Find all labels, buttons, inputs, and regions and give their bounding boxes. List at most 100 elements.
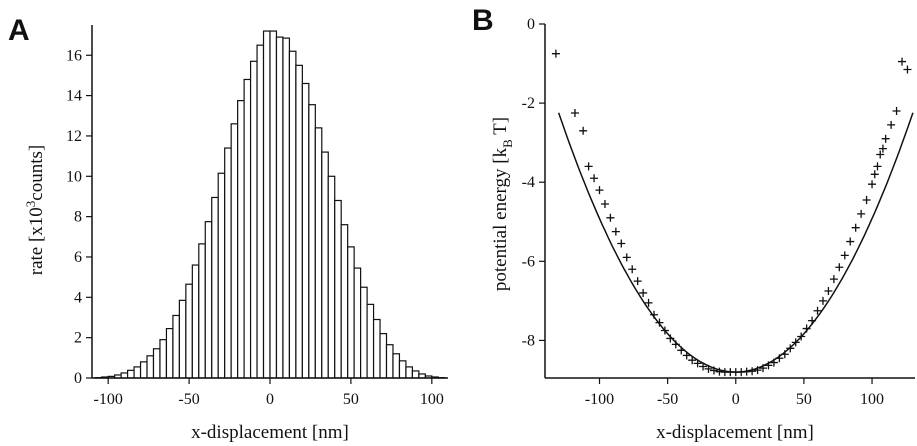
histogram-bar	[133, 366, 142, 379]
data-point-marker	[748, 367, 757, 376]
histogram-bar	[398, 360, 407, 379]
data-point-marker	[606, 213, 615, 222]
histogram-bar	[120, 372, 129, 379]
parabola-fit-curve	[557, 112, 914, 373]
histogram-bar	[224, 147, 232, 379]
panel-b-x-axis-label: x-displacement [nm]	[656, 422, 814, 443]
histogram-bar	[372, 318, 381, 379]
y-tick-label: 0	[527, 16, 535, 33]
data-point-marker	[579, 126, 588, 135]
data-point-marker	[851, 223, 860, 232]
panel-b-ylabel-subscript: B	[500, 139, 515, 148]
data-point-marker	[892, 107, 901, 116]
data-point-marker	[876, 150, 885, 159]
panel-b-ylabel-part3: T]	[490, 117, 511, 139]
data-point-marker	[797, 332, 806, 341]
histogram-bar	[249, 60, 258, 379]
histogram-bar	[172, 314, 180, 379]
data-point-marker	[840, 251, 849, 260]
data-point-marker	[759, 364, 768, 373]
data-point-marker	[628, 265, 637, 274]
histogram-bar	[243, 78, 252, 379]
data-point-marker	[802, 324, 811, 333]
data-point-marker	[868, 180, 877, 189]
data-point-marker	[584, 162, 593, 171]
x-tick-label: 100	[420, 391, 444, 408]
data-point-marker	[622, 253, 631, 262]
histogram-bar	[327, 175, 336, 379]
histogram-bar	[262, 30, 271, 379]
data-point-marker	[808, 316, 817, 325]
panel-b-axes	[544, 24, 915, 379]
histogram-bar	[165, 327, 174, 379]
y-tick-label: 10	[66, 168, 82, 185]
data-point-marker	[813, 306, 822, 315]
histogram-bar	[204, 221, 213, 379]
histogram-bar	[185, 283, 193, 379]
data-point-marker	[857, 209, 866, 218]
histogram-bar	[321, 151, 329, 379]
data-point-marker	[709, 366, 718, 375]
histogram-bar	[159, 339, 168, 379]
data-point-marker	[835, 263, 844, 272]
histogram-bar	[282, 37, 291, 379]
x-tick-label: -100	[94, 391, 123, 408]
histogram-bar	[198, 243, 206, 379]
data-point-marker	[639, 288, 648, 297]
y-tick-label: -8	[522, 332, 535, 349]
x-tick-label: -100	[585, 391, 614, 408]
histogram-bar	[314, 127, 323, 379]
data-point-marker	[769, 358, 778, 367]
data-point-marker	[595, 186, 604, 195]
histogram-bar	[139, 361, 148, 379]
x-tick-label: 50	[343, 391, 359, 408]
histogram-bar	[392, 353, 401, 379]
histogram-bar	[301, 82, 310, 379]
data-point-marker	[881, 134, 890, 143]
panel-a-x-axis-label: x-displacement [nm]	[191, 422, 349, 443]
histogram-bar	[217, 172, 226, 379]
panel-b-potential: B -100 -50 0 50 100 0 -2 -4 -6 -8 x-displacement …	[472, 4, 915, 443]
histogram-bar	[295, 64, 303, 379]
panel-a-y-axis-label: rate [x103counts]	[23, 145, 47, 276]
x-tick-label: 50	[796, 391, 812, 408]
x-tick-label: 0	[266, 391, 274, 408]
data-point-marker	[704, 364, 713, 373]
panel-b-letter: B	[472, 4, 494, 37]
panel-a-ticks: -100 -50 0 50 100 0 2 4 6 8 10 12 14 16	[66, 47, 444, 408]
data-point-marker	[611, 227, 620, 236]
histogram-bar	[366, 303, 375, 379]
panel-b-ylabel-part1: potential energy [k	[490, 147, 511, 291]
y-tick-label: -4	[522, 174, 535, 191]
y-tick-label: -6	[522, 253, 535, 270]
data-point-marker	[753, 366, 762, 375]
y-tick-label: 6	[74, 249, 82, 266]
histogram-bar	[353, 267, 362, 379]
histogram-bar	[275, 36, 284, 379]
histogram-bar	[237, 100, 245, 379]
y-tick-label: 2	[74, 330, 82, 347]
data-point-marker	[671, 340, 680, 349]
y-tick-label: 0	[74, 370, 82, 387]
histogram-bar	[411, 370, 420, 379]
data-point-marker	[903, 65, 912, 74]
data-point-marker	[764, 361, 773, 370]
data-point-marker	[660, 326, 669, 335]
histogram-bar	[211, 196, 219, 379]
data-point-marker	[824, 286, 833, 295]
data-point-marker	[633, 277, 642, 286]
data-point-marker	[873, 162, 882, 171]
x-tick-label: 100	[860, 391, 884, 408]
panel-a-letter: A	[8, 14, 30, 47]
x-tick-label: -50	[178, 391, 199, 408]
data-point-marker	[644, 298, 653, 307]
histogram-bars	[94, 30, 446, 379]
histogram-bar	[178, 299, 187, 379]
data-point-marker	[846, 237, 855, 246]
data-point-marker	[655, 318, 664, 327]
histogram-bar	[379, 333, 388, 379]
data-point-marker	[617, 239, 626, 248]
y-tick-label: 16	[66, 47, 82, 64]
data-point-marker	[818, 296, 827, 305]
x-tick-label: 0	[732, 391, 740, 408]
